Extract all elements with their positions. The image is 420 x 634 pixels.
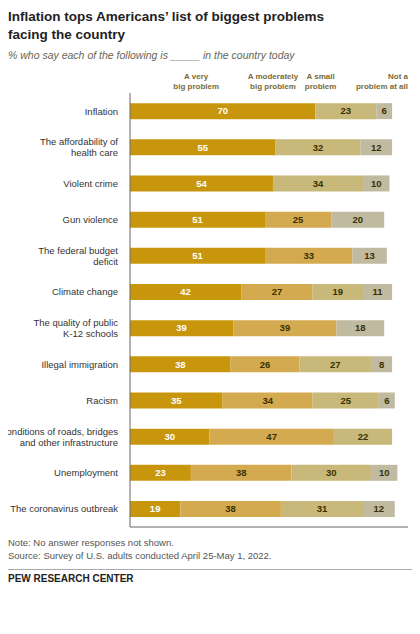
svg-text:Illegal immigration: Illegal immigration [41, 359, 118, 370]
svg-text:38: 38 [175, 359, 186, 370]
svg-text:22: 22 [358, 431, 369, 442]
svg-text:12: 12 [374, 503, 385, 514]
html-text:A moderately big problem: A moderately big problem [247, 71, 299, 91]
svg-text:Violent crime: Violent crime [63, 178, 118, 189]
svg-text:23: 23 [340, 106, 351, 117]
svg-text:26: 26 [260, 359, 271, 370]
svg-text:6: 6 [382, 106, 387, 117]
html-text:% who say each of the followin: % who say each of the following is _____… [8, 49, 295, 62]
svg-text:27: 27 [330, 359, 341, 370]
svg-text:39: 39 [280, 323, 291, 334]
svg-text:39: 39 [176, 323, 187, 334]
svg-text:47: 47 [266, 431, 277, 442]
svg-text:Climate change: Climate change [52, 287, 118, 298]
svg-text:33: 33 [303, 250, 314, 261]
svg-text:34: 34 [313, 178, 324, 189]
svg-text:31: 31 [317, 503, 328, 514]
svg-text:Unemployment: Unemployment [54, 467, 118, 478]
svg-text:Conditions of roads, bridgesan: Conditions of roads, bridgesand other in… [8, 426, 118, 448]
svg-text:51: 51 [192, 214, 203, 225]
svg-text:The federal budgetdeficit: The federal budgetdeficit [38, 245, 118, 267]
svg-text:10: 10 [371, 178, 382, 189]
svg-text:25: 25 [293, 214, 304, 225]
svg-text:38: 38 [236, 467, 247, 478]
html-text:A very big problem: A very big problem [173, 71, 220, 91]
svg-text:11: 11 [373, 286, 384, 297]
svg-text:55: 55 [198, 142, 209, 153]
svg-text:32: 32 [313, 142, 324, 153]
svg-text:19: 19 [150, 503, 161, 514]
html-text:Source: Survey of U.S. adults: Source: Survey of U.S. adults conducted … [8, 549, 272, 561]
html-text:A small problem: A small problem [304, 71, 337, 91]
svg-text:18: 18 [355, 323, 366, 334]
svg-text:10: 10 [379, 467, 390, 478]
svg-text:34: 34 [262, 395, 273, 406]
html-text:Not a problem at all: Not a problem at all [356, 71, 408, 91]
svg-text:The quality of publicK-12 scho: The quality of publicK-12 schools [34, 317, 119, 339]
svg-text:8: 8 [379, 359, 384, 370]
svg-text:54: 54 [196, 178, 207, 189]
svg-text:25: 25 [340, 395, 351, 406]
svg-text:51: 51 [192, 250, 203, 261]
svg-text:27: 27 [272, 286, 283, 297]
html-text:Note: No answer responses not: Note: No answer responses not shown. [8, 537, 174, 549]
svg-text:38: 38 [225, 503, 236, 514]
svg-text:30: 30 [164, 431, 175, 442]
svg-text:Gun violence: Gun violence [63, 214, 118, 225]
svg-text:13: 13 [364, 250, 375, 261]
svg-text:30: 30 [326, 467, 337, 478]
svg-text:70: 70 [217, 106, 228, 117]
svg-text:The affordability ofhealth car: The affordability ofhealth care [40, 136, 118, 158]
svg-text:6: 6 [384, 395, 389, 406]
svg-text:The coronavirus outbreak: The coronavirus outbreak [10, 504, 118, 515]
html-text:Inflation tops Americans’ list: Inflation tops Americans’ list of bigges… [8, 9, 324, 42]
svg-text:23: 23 [155, 467, 166, 478]
svg-text:20: 20 [352, 214, 363, 225]
svg-text:42: 42 [180, 286, 191, 297]
svg-text:35: 35 [171, 395, 182, 406]
svg-text:Racism: Racism [86, 395, 118, 406]
svg-text:19: 19 [333, 286, 344, 297]
svg-text:Inflation: Inflation [85, 106, 118, 117]
html-text:PEW RESEARCH CENTER: PEW RESEARCH CENTER [8, 572, 134, 584]
svg-text:12: 12 [371, 142, 382, 153]
